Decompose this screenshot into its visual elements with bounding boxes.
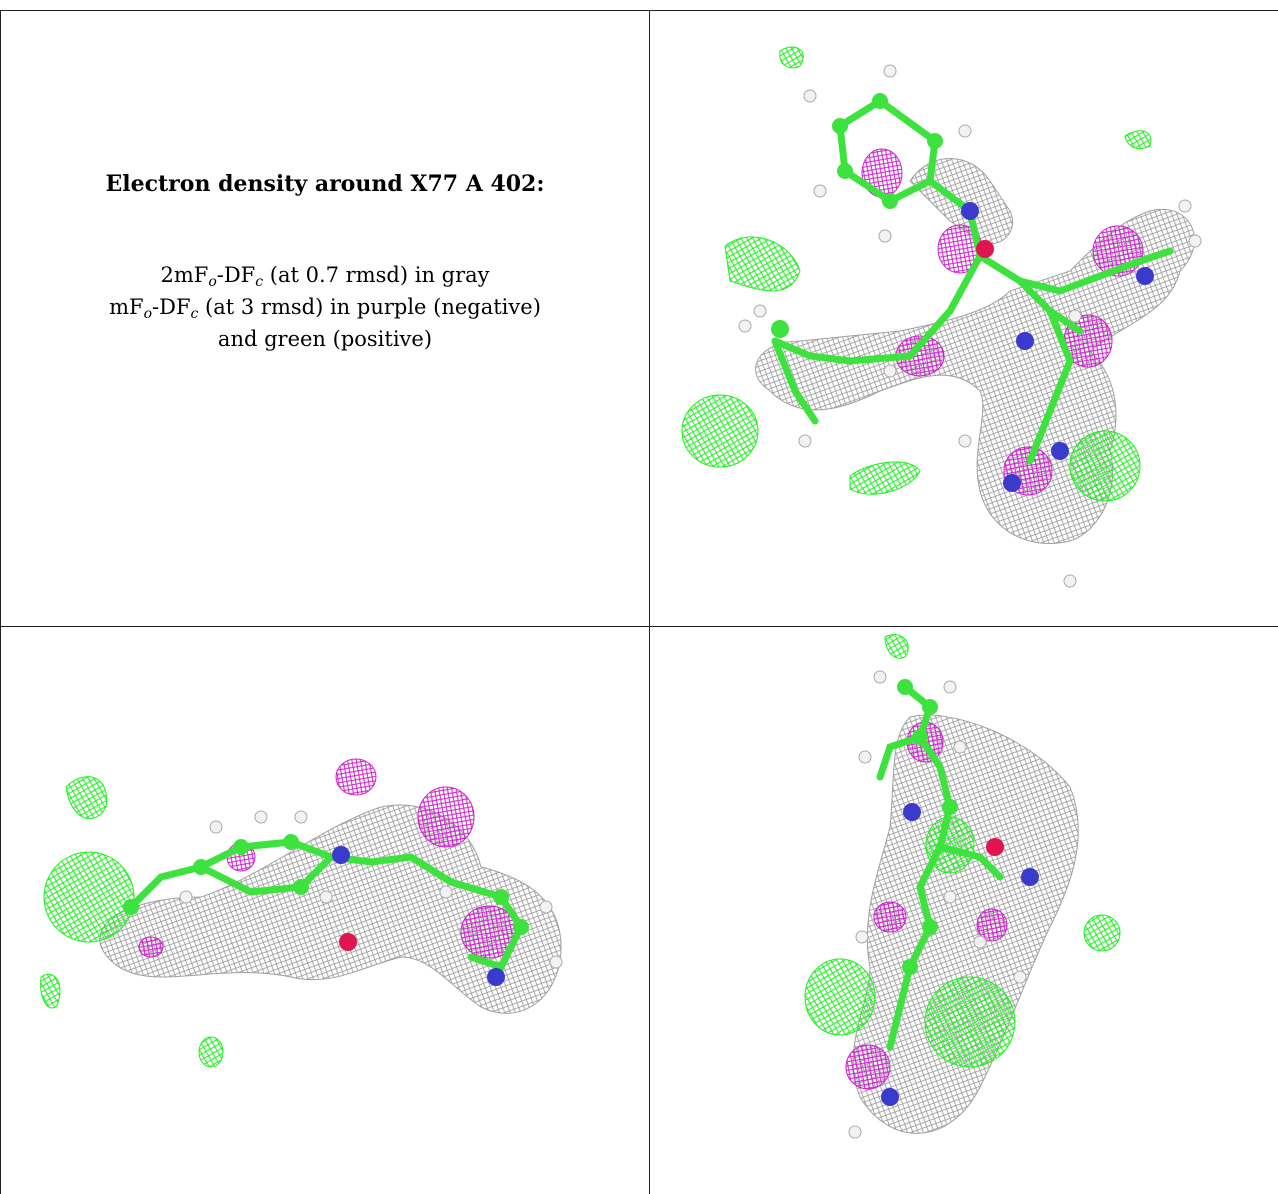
molecule-bonds — [876, 683, 1004, 1051]
purple-density-mesh — [976, 908, 1008, 942]
purple-density-mesh — [845, 1044, 891, 1090]
density-image-2 — [40, 758, 563, 1068]
green-density-mesh — [65, 776, 108, 820]
purple-density-mesh — [417, 786, 475, 848]
density-view-1 — [650, 11, 1278, 626]
green-density-mesh — [724, 236, 801, 292]
green-density-mesh — [924, 976, 1016, 1068]
green-density-mesh — [1069, 430, 1141, 502]
density-view-2 — [1, 627, 649, 1194]
legend-line-gray: 2mFo-DFc (at 0.7 rmsd) in gray — [160, 263, 490, 290]
purple-density-mesh — [873, 901, 907, 933]
green-density-mesh — [1083, 914, 1121, 952]
purple-density-mesh — [335, 758, 377, 796]
legend-line-diff: mFo-DFc (at 3 rmsd) in purple (negative) — [109, 295, 541, 322]
green-density-mesh — [849, 461, 921, 495]
green-density-mesh — [1124, 130, 1152, 149]
purple-density-mesh — [138, 936, 164, 958]
center-divider — [649, 10, 650, 1194]
density-image-1 — [681, 46, 1202, 588]
caption-cell: Electron density around X77 A 402: 2mFo-… — [1, 11, 649, 626]
green-density-mesh — [40, 974, 61, 1009]
green-density-mesh — [779, 46, 804, 69]
molecule-atoms — [848, 670, 1039, 1139]
green-density-mesh — [884, 634, 909, 659]
left-border — [0, 10, 1, 1194]
legend-line-positive: and green (positive) — [217, 327, 433, 351]
molecule-atoms — [738, 64, 1202, 588]
top-border — [0, 10, 1278, 11]
green-density-mesh — [43, 851, 135, 943]
molecule-atoms — [123, 810, 563, 986]
green-density-mesh — [681, 394, 759, 468]
legend: 2mFo-DFc (at 0.7 rmsd) in gray mFo-DFc (… — [109, 259, 541, 355]
middle-divider — [0, 626, 1278, 627]
gray-density-mesh — [99, 804, 562, 1014]
green-density-mesh — [198, 1036, 224, 1068]
figure-title: Electron density around X77 A 402: — [105, 171, 545, 197]
green-density-mesh — [804, 958, 876, 1036]
density-image-3 — [804, 634, 1121, 1139]
density-view-3 — [650, 627, 1278, 1194]
